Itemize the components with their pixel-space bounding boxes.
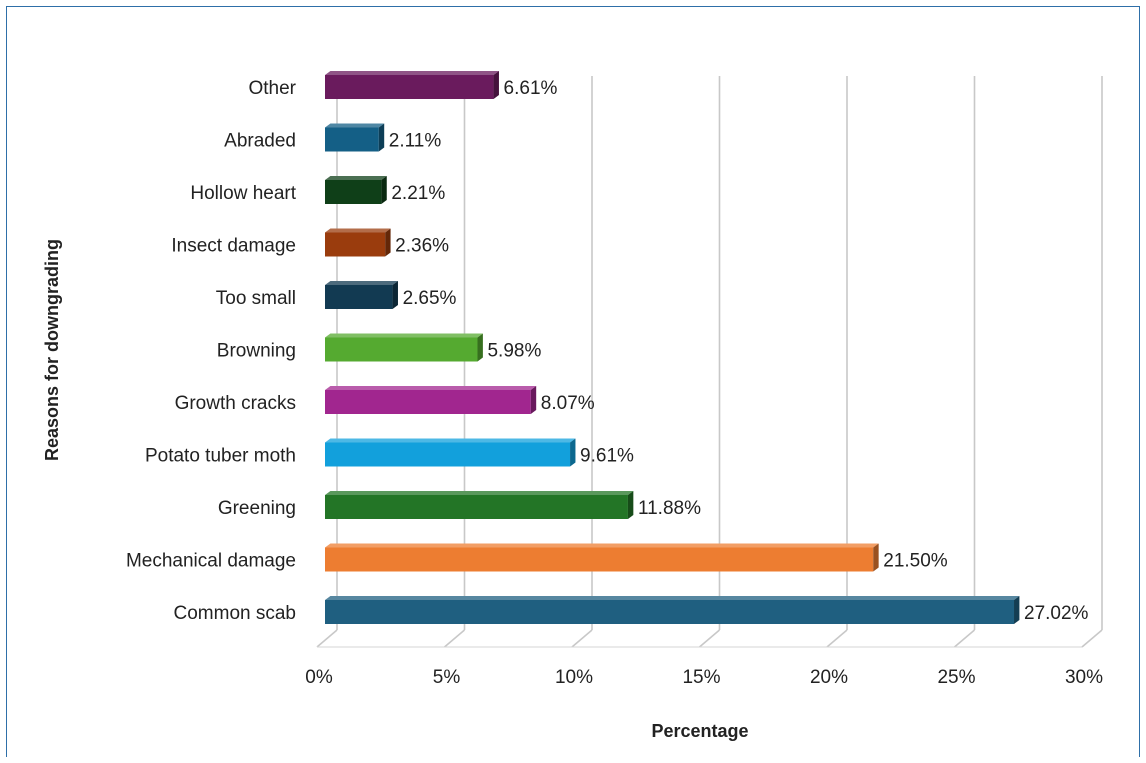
bar-top-face [325,543,879,548]
bar-end-face [873,543,879,572]
category-label: Browning [217,341,296,362]
data-label: 2.21% [391,183,445,204]
data-label: 6.61% [504,78,558,99]
category-label: Hollow heart [190,183,296,204]
floor-gridline [953,629,976,648]
bar-end-face [530,385,537,414]
x-tick-labels: 0% 5% 10% 15% 20% 25% 30% [305,667,1103,688]
bar-top-face [325,333,483,338]
data-labels: 27.02% 21.50% 11.88% 9.61% 8.07% 5.98% 2.65% 2.… [389,78,1089,624]
bars [325,70,1020,624]
x-tick-label: 5% [433,667,461,688]
gridlines [316,76,1103,648]
category-label: Abraded [224,131,296,152]
bar-end-face [477,333,483,362]
bar [325,280,398,309]
data-label: 2.11% [389,131,442,152]
bar-front-face [325,127,379,152]
x-tick-label: 15% [682,667,720,688]
bar-front-face [325,600,1015,624]
bar-top-face [325,280,398,285]
bar-front-face [325,75,494,99]
data-label: 8.07% [541,393,595,414]
bar [325,123,385,152]
data-label: 5.98% [487,341,541,362]
bar-front-face [325,285,393,309]
bar-front-face [325,442,571,467]
bar-front-face [325,180,382,204]
bar [325,595,1020,624]
category-label: Insect damage [171,236,296,257]
bar-top-face [325,490,634,495]
bar [325,175,387,204]
category-label: Other [248,78,296,99]
category-label: Common scab [174,603,297,624]
bar-end-face [1014,595,1020,624]
data-label: 27.02% [1024,603,1089,624]
bar-end-face [381,175,387,204]
x-tick-label: 30% [1065,667,1103,688]
data-label: 2.36% [395,236,449,257]
category-label: Greening [218,498,296,519]
x-tick-label: 20% [810,667,848,688]
bar-end-face [385,228,391,257]
bar-front-face [325,495,628,519]
bar-top-face [325,595,1020,600]
bar-top-face [325,175,387,180]
floor-gridline [826,629,848,648]
bar-front-face [325,232,386,257]
bar-top-face [325,70,499,75]
floor-gridline [443,629,466,648]
bar [325,70,499,99]
y-axis-title: Reasons for downgrading [42,239,62,461]
bar-top-face [325,228,391,233]
floor-gridline [571,629,593,648]
bar [325,385,537,414]
category-labels: Common scab Mechanical damage Greening Pota… [126,78,297,624]
category-label: Too small [216,288,296,309]
bar [325,228,391,257]
bar [325,543,879,572]
bar [325,333,483,362]
bar-top-face [325,438,576,443]
x-tick-label: 0% [305,667,333,688]
data-label: 11.88% [638,498,701,519]
bar-top-face [325,385,537,390]
category-label: Growth cracks [175,393,296,414]
data-label: 21.50% [883,551,948,572]
bar [325,438,576,467]
bar-end-face [378,123,385,152]
bar-front-face [325,337,478,362]
bar-end-face [627,490,634,519]
floor-gridline [698,629,721,648]
data-label: 2.65% [403,288,457,309]
bar-end-face [493,70,499,99]
bar [325,490,634,519]
chart-frame [6,6,1140,757]
bar-top-face [325,123,385,128]
floor-gridline [316,629,338,648]
x-axis-title: Percentage [651,721,748,741]
category-label: Potato tuber moth [145,446,296,467]
floor-gridline [1081,629,1103,648]
x-tick-label: 25% [937,667,975,688]
bar-front-face [325,390,531,414]
category-label: Mechanical damage [126,551,296,572]
data-label: 9.61% [580,446,634,467]
bar-end-face [392,280,398,309]
x-tick-label: 10% [555,667,593,688]
bar-front-face [325,547,874,572]
bar-end-face [570,438,576,467]
